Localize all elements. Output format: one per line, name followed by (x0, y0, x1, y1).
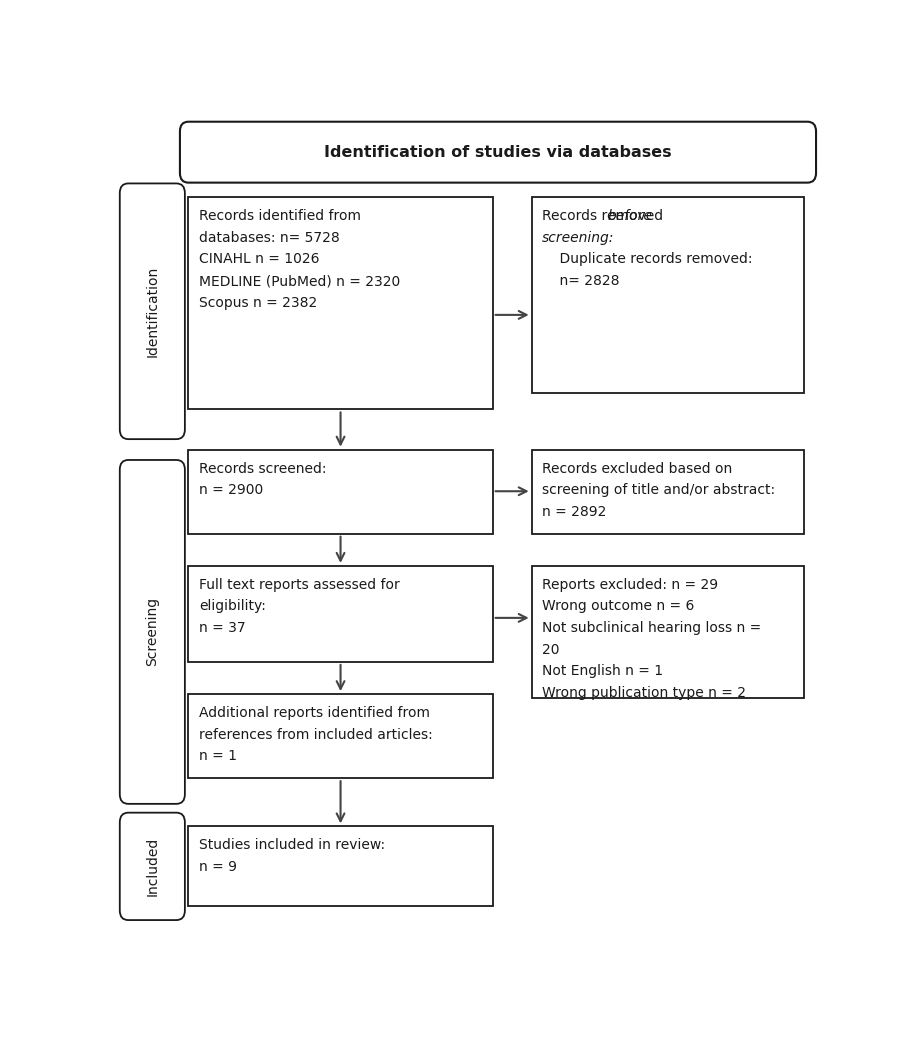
Text: Identification of studies via databases: Identification of studies via databases (324, 145, 672, 159)
FancyBboxPatch shape (120, 183, 184, 439)
Text: Not subclinical hearing loss n =: Not subclinical hearing loss n = (542, 621, 761, 635)
Text: n = 1: n = 1 (199, 750, 237, 763)
Text: Full text reports assessed for: Full text reports assessed for (199, 578, 400, 591)
FancyBboxPatch shape (188, 827, 493, 907)
FancyBboxPatch shape (180, 122, 816, 182)
Text: Additional reports identified from: Additional reports identified from (199, 706, 430, 720)
Text: databases: n= 5728: databases: n= 5728 (199, 231, 340, 245)
Text: CINAHL n = 1026: CINAHL n = 1026 (199, 252, 320, 266)
Text: Included: Included (145, 837, 160, 896)
Text: screening of title and/or abstract:: screening of title and/or abstract: (542, 483, 775, 498)
Text: Studies included in review:: Studies included in review: (199, 838, 385, 853)
Text: n = 9: n = 9 (199, 860, 237, 874)
Text: Reports excluded: n = 29: Reports excluded: n = 29 (542, 578, 719, 591)
FancyBboxPatch shape (531, 197, 804, 393)
Text: n = 2900: n = 2900 (199, 483, 263, 498)
FancyBboxPatch shape (531, 450, 804, 534)
FancyBboxPatch shape (120, 813, 184, 920)
FancyBboxPatch shape (188, 450, 493, 534)
Text: Wrong publication type n = 2: Wrong publication type n = 2 (542, 686, 746, 700)
Text: Identification: Identification (145, 265, 160, 357)
Text: Wrong outcome n = 6: Wrong outcome n = 6 (542, 600, 695, 613)
FancyBboxPatch shape (531, 566, 804, 699)
Text: before: before (608, 209, 653, 223)
Text: n = 2892: n = 2892 (542, 505, 606, 518)
FancyBboxPatch shape (188, 566, 493, 662)
FancyBboxPatch shape (120, 460, 184, 804)
Text: Records removed: Records removed (542, 209, 667, 223)
Text: Records identified from: Records identified from (199, 209, 361, 223)
Text: 20: 20 (542, 642, 560, 657)
Text: Screening: Screening (145, 598, 160, 666)
FancyBboxPatch shape (188, 694, 493, 779)
Text: n = 37: n = 37 (199, 621, 246, 635)
Text: Not English n = 1: Not English n = 1 (542, 664, 664, 679)
Text: eligibility:: eligibility: (199, 600, 266, 613)
Text: references from included articles:: references from included articles: (199, 728, 433, 741)
FancyBboxPatch shape (188, 197, 493, 409)
Text: Records excluded based on: Records excluded based on (542, 461, 732, 476)
Text: screening:: screening: (542, 231, 614, 245)
Text: Duplicate records removed:: Duplicate records removed: (542, 252, 752, 266)
Text: MEDLINE (PubMed) n = 2320: MEDLINE (PubMed) n = 2320 (199, 274, 400, 288)
Text: Records screened:: Records screened: (199, 461, 327, 476)
Text: Scopus n = 2382: Scopus n = 2382 (199, 296, 318, 309)
Text: n= 2828: n= 2828 (542, 274, 620, 288)
